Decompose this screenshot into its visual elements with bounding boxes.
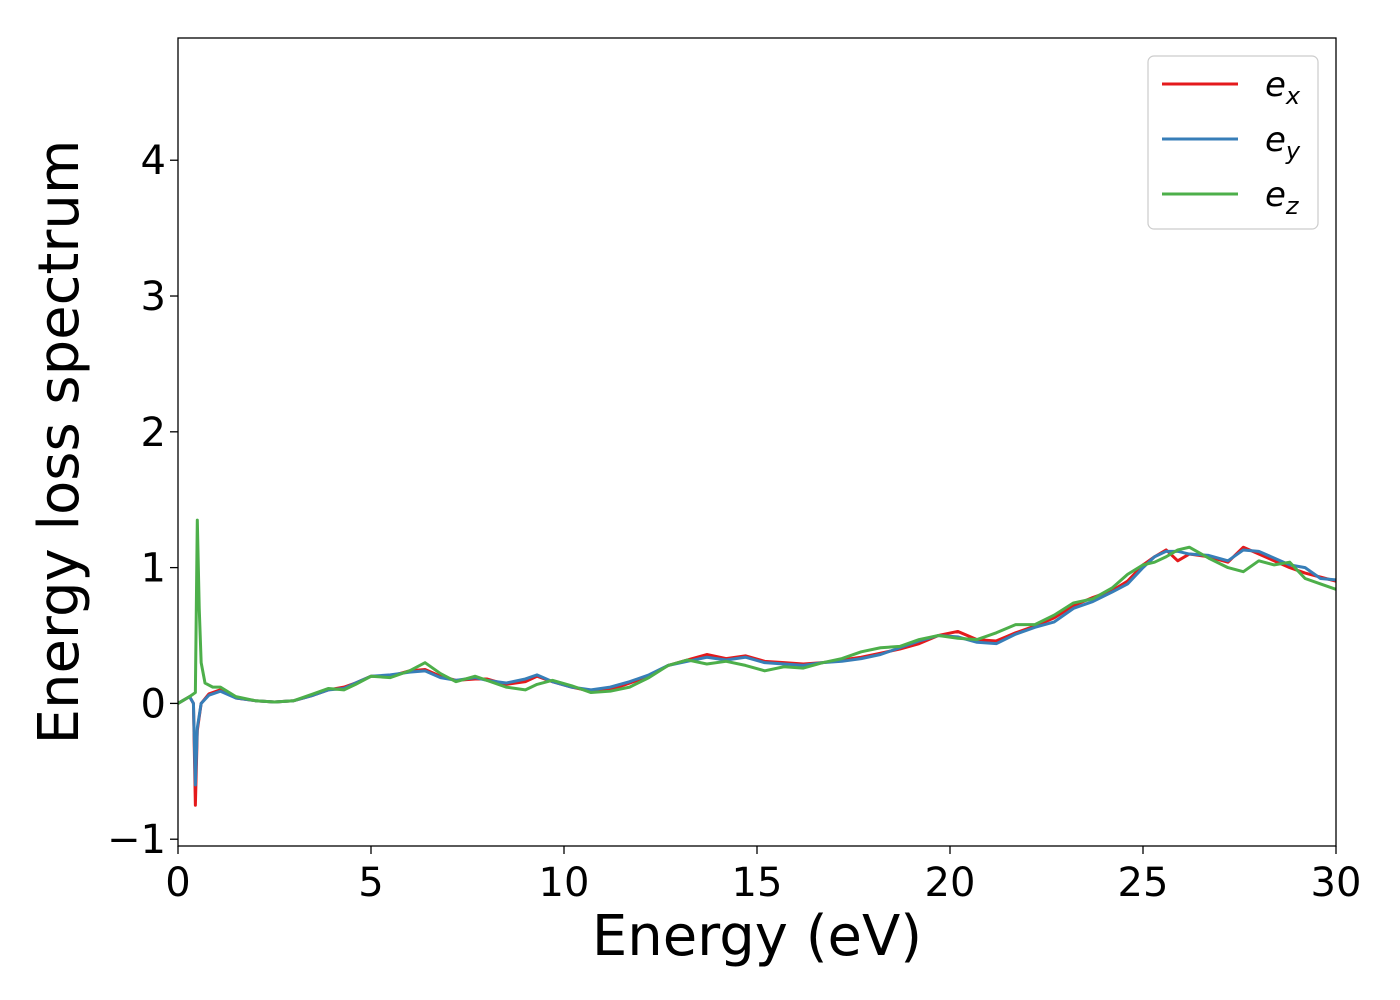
x-axis-ticks: 0 5 10 15 20 25 30: [165, 846, 1361, 906]
legend-label-y: ey: [1265, 120, 1301, 165]
series-layer: [178, 518, 1336, 807]
legend-box: [1147, 55, 1319, 230]
x-tick-label: 5: [358, 860, 383, 906]
y-tick-label: 0: [141, 681, 166, 727]
y-axis-ticks: −1 0 1 2 3 4: [107, 138, 178, 863]
y-tick-label: 2: [141, 410, 166, 456]
x-tick-label: 15: [732, 860, 783, 906]
legend-label-subscript: y: [1285, 137, 1301, 165]
legend-label-subscript: x: [1285, 82, 1301, 110]
x-axis-title: Energy (eV): [592, 904, 922, 969]
x-tick-label: 20: [925, 860, 976, 906]
y-tick-label: 4: [141, 138, 166, 184]
legend-label-subscript: z: [1285, 192, 1300, 220]
legend-label-z: ez: [1265, 175, 1300, 220]
legend-label-base: e: [1265, 65, 1286, 105]
x-tick-label: 10: [539, 860, 590, 906]
legend-label-base: e: [1265, 175, 1286, 215]
y-axis-title: Energy loss spectrum: [27, 140, 92, 745]
y-tick-label: 3: [141, 274, 166, 320]
x-tick-label: 30: [1311, 860, 1362, 906]
series-line-z: [178, 518, 1336, 705]
y-tick-label: −1: [107, 817, 166, 863]
x-tick-label: 0: [165, 860, 190, 906]
y-tick-label: 1: [141, 546, 166, 592]
legend-label-x: ex: [1265, 65, 1301, 110]
legend-label-base: e: [1265, 120, 1286, 160]
x-tick-label: 25: [1118, 860, 1169, 906]
